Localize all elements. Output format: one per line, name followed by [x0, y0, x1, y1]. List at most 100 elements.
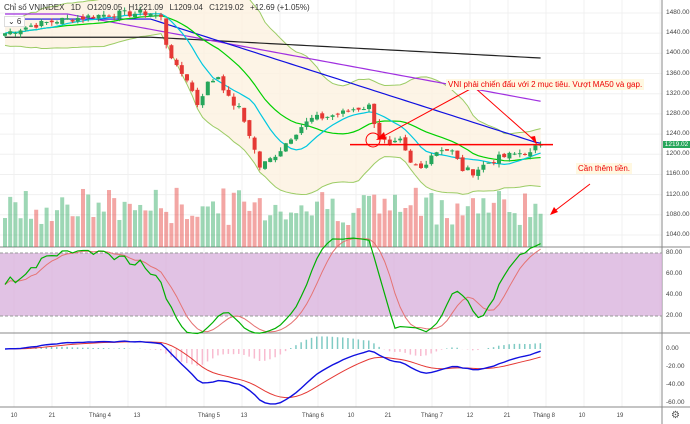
time-tick-label: 10 [10, 413, 18, 419]
macd-histogram-bar [50, 346, 53, 349]
candle [153, 15, 158, 17]
price-tick-label: 1480.00 [666, 9, 690, 16]
macd-histogram-bar [66, 346, 68, 349]
close-value: C1219.02 [209, 3, 244, 12]
candle [34, 24, 39, 28]
volume-bar [226, 224, 231, 247]
volume-bar [367, 195, 371, 247]
macd-histogram-bar [430, 349, 432, 354]
macd-histogram-bar [243, 349, 245, 355]
volume-bar [465, 206, 470, 247]
candle [315, 114, 319, 120]
candle [445, 149, 449, 151]
candle [309, 117, 314, 122]
settings-gear-icon[interactable]: ⚙ [671, 410, 680, 421]
volume-bar [34, 209, 39, 247]
volume-bar [91, 217, 96, 247]
candle [81, 16, 85, 20]
volume-bar [122, 201, 127, 247]
high-value: H1221.09 [128, 3, 164, 12]
candle [3, 33, 7, 36]
annotation-note-2[interactable]: Cần thêm tiền. [576, 163, 633, 174]
macd-histogram-bar [201, 349, 204, 365]
candle [330, 115, 335, 117]
macd-histogram-bar [206, 349, 209, 362]
volume-bar [429, 193, 434, 247]
macd-histogram-bar [316, 336, 318, 349]
macd-histogram-bar [435, 349, 438, 352]
candle [29, 25, 33, 27]
gap-circle [365, 132, 381, 148]
volume-bar [507, 212, 512, 247]
macd-histogram-bar [248, 349, 250, 357]
volume-bar [8, 196, 13, 247]
candle [476, 169, 481, 176]
volume-bar [96, 202, 101, 247]
macd-histogram-bar [284, 349, 287, 352]
time-tick-label: Tháng 6 [301, 413, 325, 419]
interval[interactable]: 1D [70, 3, 81, 12]
candle [91, 16, 96, 19]
volume-bar [523, 193, 527, 247]
stoch-tick-label: 40.00 [666, 291, 683, 298]
macd-histogram-bar [274, 349, 276, 358]
candle [107, 15, 111, 17]
candle [335, 113, 340, 115]
candle [455, 150, 460, 159]
volume-bar [387, 210, 392, 247]
macd-histogram-bar [529, 344, 531, 349]
macd-histogram-bar [222, 349, 224, 355]
macd-histogram-bar [357, 339, 360, 349]
last-price-label: 1219.02 [663, 141, 690, 148]
candle [268, 158, 273, 163]
volume-bar [49, 221, 54, 247]
candle [49, 20, 54, 23]
volume-bar [174, 187, 179, 247]
macd-histogram-bar [399, 349, 401, 352]
volume-bar [81, 188, 85, 247]
volume-bar [221, 188, 226, 247]
candle [252, 137, 257, 150]
macd-histogram-bar [191, 349, 193, 365]
volume-bar [382, 198, 387, 247]
candle [263, 161, 267, 169]
macd-histogram-bar [123, 348, 126, 349]
candle [408, 150, 413, 163]
macd-histogram-bar [513, 343, 516, 349]
candle [205, 81, 210, 96]
candle [23, 27, 28, 30]
macd-histogram-bar [212, 349, 214, 359]
volume-bar [528, 217, 533, 247]
macd-histogram-bar [440, 349, 443, 350]
volume-bar [190, 215, 195, 247]
volume-bar [502, 199, 507, 247]
candle [242, 107, 247, 122]
macd-histogram-bar [420, 349, 422, 357]
volume-bar [393, 194, 397, 247]
ma200-line [5, 36, 541, 59]
candle [289, 139, 293, 144]
volume-bar [185, 219, 189, 247]
volume-bar [29, 218, 33, 247]
stoch-tick-label: 20.00 [666, 312, 683, 319]
candle [55, 22, 59, 24]
symbol-name[interactable]: Chỉ số VNINDEX [4, 3, 65, 12]
price-tick-label: 1120.00 [666, 190, 690, 198]
price-tick-label: 1240.00 [666, 130, 690, 138]
volume-bar [169, 223, 174, 247]
macd-histogram-bar [425, 349, 427, 356]
price-tick-label: 1160.00 [666, 170, 690, 178]
candle [372, 103, 377, 125]
macd-histogram-bar [180, 349, 183, 362]
macd-histogram-bar [368, 340, 370, 349]
macd-histogram-bar [264, 349, 266, 361]
stoch-d-line [4, 238, 541, 333]
macd-histogram-bar [295, 345, 297, 349]
indicators-collapse-button[interactable]: ⌄ 6 [4, 16, 26, 27]
annotation-note-1[interactable]: VNI phải chiến đấu với 2 mục tiêu. Vượt … [446, 79, 645, 90]
macd-histogram-bar [305, 339, 308, 349]
macd-histogram-bar [321, 336, 323, 349]
volume-bar [70, 216, 75, 247]
